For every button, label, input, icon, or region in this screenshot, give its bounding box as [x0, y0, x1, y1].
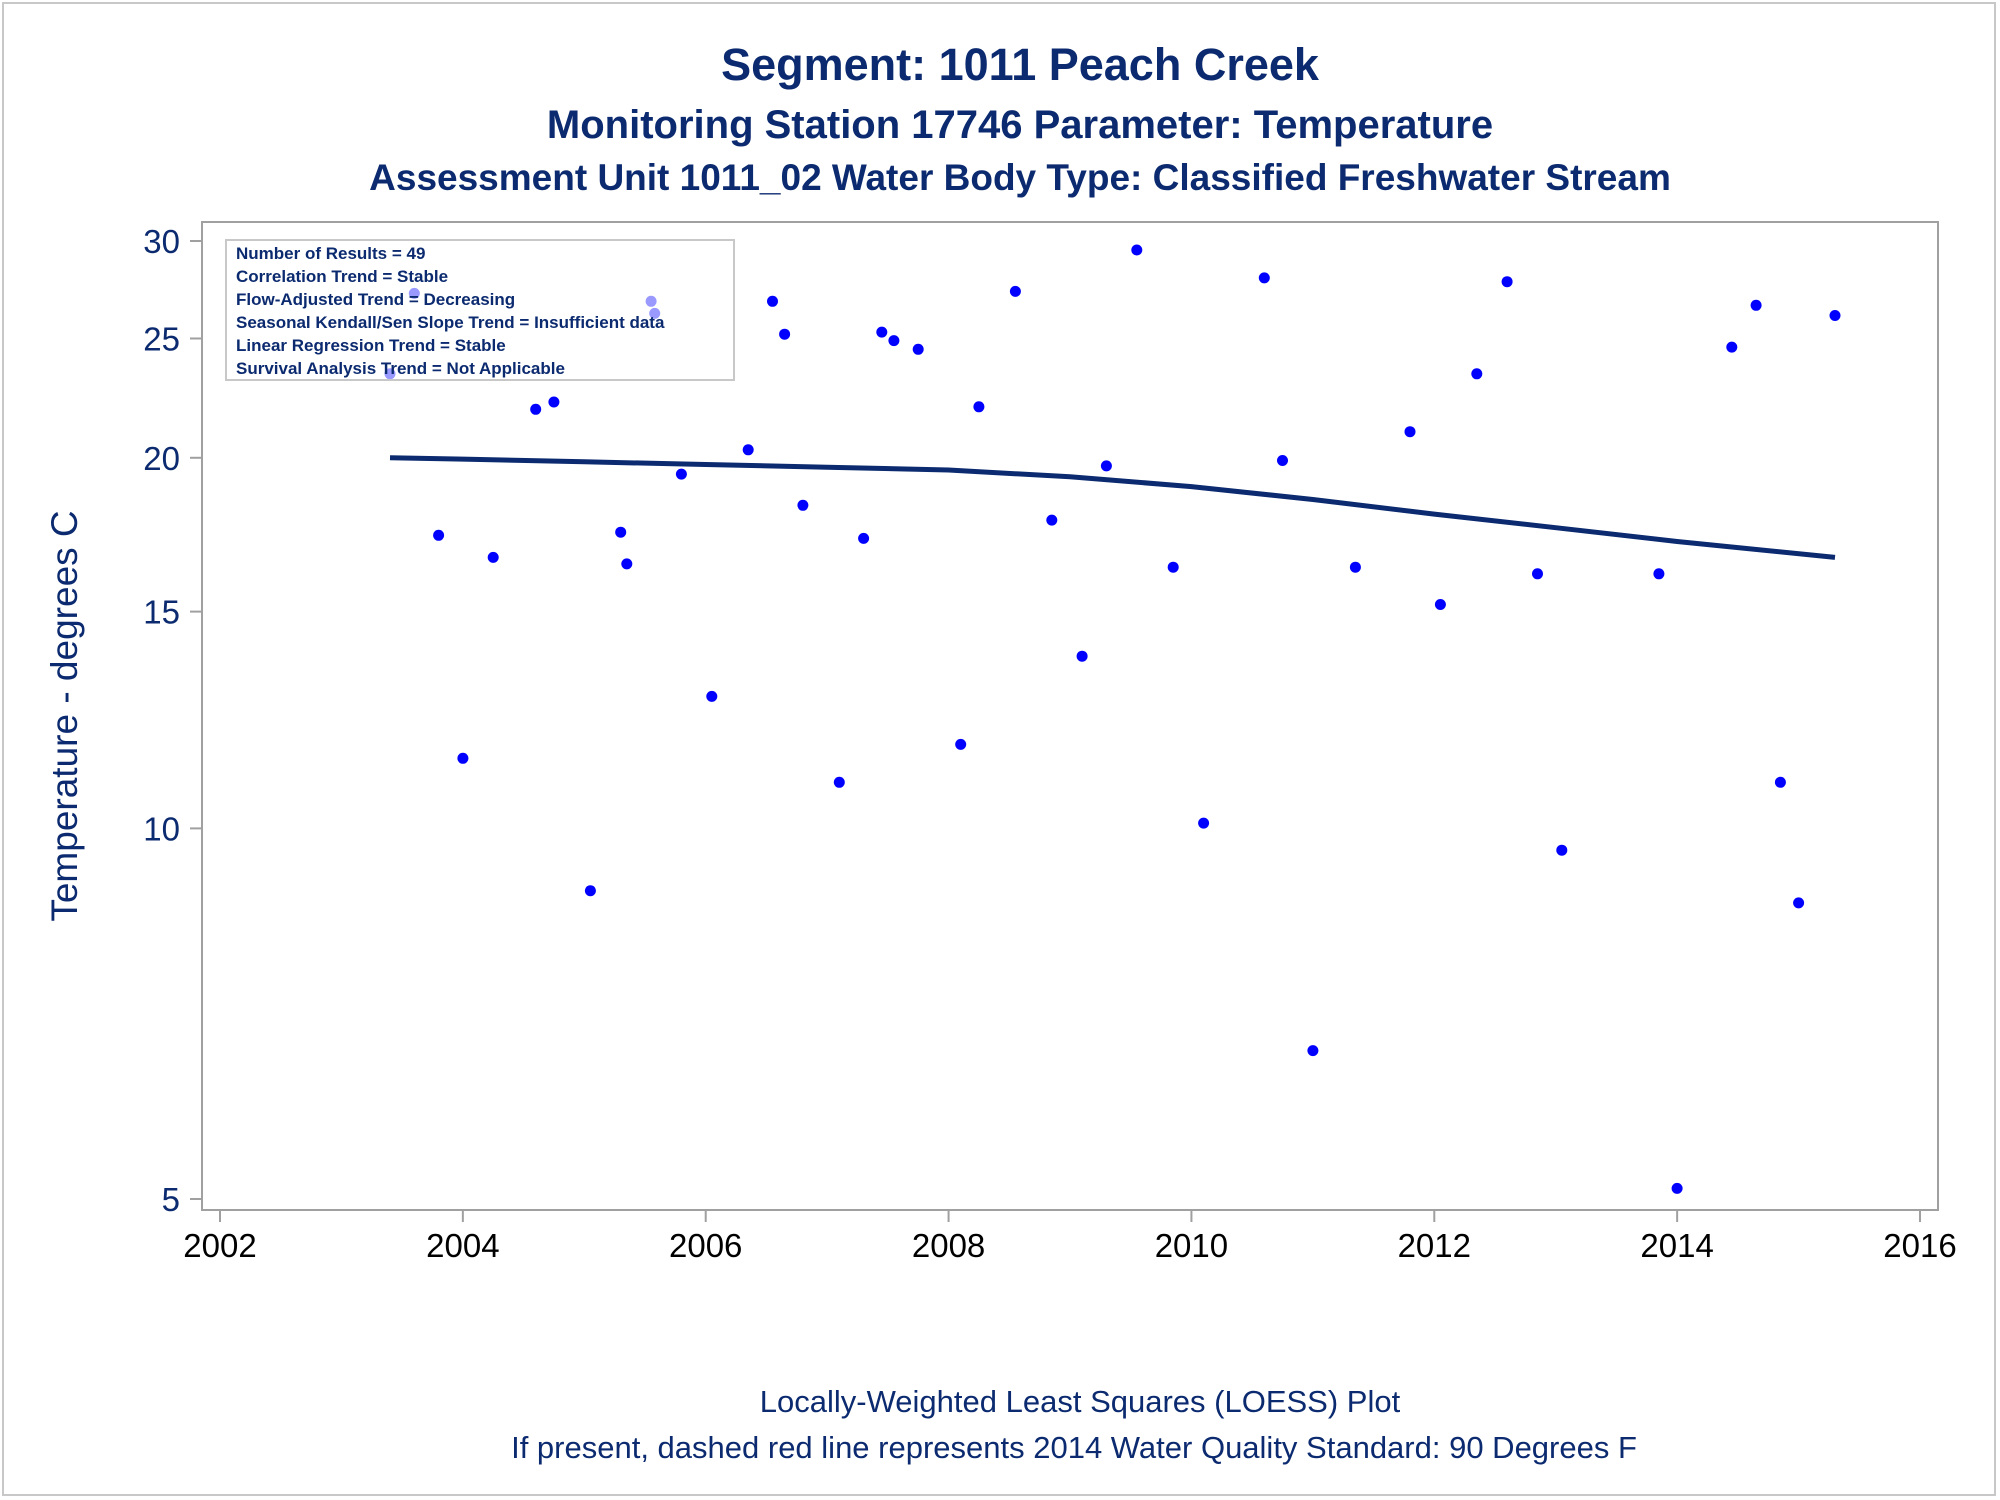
- data-point: [548, 396, 560, 408]
- y-tick-label: 10: [143, 810, 180, 847]
- data-point: [1434, 599, 1446, 610]
- data-point: [888, 335, 900, 347]
- chart-title: Segment: 1011 Peach Creek: [721, 39, 1320, 90]
- data-point: [833, 776, 845, 788]
- data-point: [433, 529, 445, 541]
- data-point: [767, 295, 778, 307]
- data-point: [1277, 455, 1288, 466]
- data-point: [1750, 299, 1762, 311]
- x-tick-label: 2008: [912, 1227, 985, 1264]
- data-point: [706, 690, 718, 702]
- x-tick-label: 2014: [1640, 1227, 1713, 1264]
- y-axis-label: Temperature - degrees C: [44, 510, 85, 921]
- data-point: [1167, 561, 1179, 573]
- data-point: [530, 403, 542, 415]
- data-point: [621, 558, 633, 570]
- y-tick-label: 25: [143, 320, 180, 357]
- x-tick-label: 2004: [426, 1227, 499, 1264]
- footnote-2: If present, dashed red line represents 2…: [511, 1430, 1637, 1465]
- footnote-1: Locally-Weighted Least Squares (LOESS) P…: [760, 1384, 1401, 1419]
- data-point: [1726, 341, 1738, 353]
- y-tick-label: 30: [143, 223, 180, 260]
- data-point: [742, 444, 754, 456]
- data-point: [1046, 514, 1058, 526]
- data-point: [1793, 897, 1805, 909]
- data-point: [584, 885, 596, 897]
- y-axis: 5 10 15 20 25 30: [143, 222, 203, 1218]
- scatter-series: [384, 244, 1841, 1194]
- data-point: [1471, 368, 1483, 380]
- data-point: [675, 468, 687, 480]
- data-point: [1100, 460, 1112, 472]
- statistics-inset: Number of Results = 49 Correlation Trend…: [225, 239, 735, 381]
- data-point: [797, 499, 809, 511]
- chart-subtitle: Monitoring Station 17746 Parameter: Temp…: [547, 103, 1493, 147]
- x-tick-label: 2016: [1883, 1227, 1956, 1264]
- data-point: [1076, 650, 1088, 662]
- loess-line: [389, 455, 1836, 560]
- data-point: [457, 752, 469, 764]
- data-point: [1501, 276, 1513, 288]
- inset-line-6: Survival Analysis Trend = Not Applicable: [236, 359, 565, 378]
- x-tick-label: 2010: [1155, 1227, 1228, 1264]
- data-point: [1653, 568, 1665, 580]
- data-point: [1009, 285, 1021, 297]
- x-tick-label: 2002: [183, 1227, 256, 1264]
- inset-line-5: Linear Regression Trend = Stable: [236, 336, 506, 355]
- data-point: [1532, 568, 1543, 580]
- inset-box: [225, 239, 735, 381]
- y-tick-label: 20: [143, 440, 180, 477]
- loess-series: [389, 455, 1836, 560]
- x-tick-label: 2012: [1398, 1227, 1471, 1264]
- y-tick-label: 15: [143, 594, 180, 631]
- inset-line-4: Seasonal Kendall/Sen Slope Trend = Insuf…: [236, 313, 665, 332]
- data-point: [1404, 426, 1416, 438]
- data-point: [487, 551, 499, 563]
- data-point: [876, 326, 888, 338]
- data-point: [1258, 272, 1270, 284]
- data-point: [955, 738, 967, 750]
- data-point: [779, 328, 791, 340]
- data-point: [1556, 844, 1568, 856]
- data-point: [1349, 561, 1361, 573]
- chart-subtitle-2: Assessment Unit 1011_02 Water Body Type:…: [369, 157, 1671, 198]
- data-point: [615, 526, 627, 538]
- inset-line-2: Correlation Trend = Stable: [236, 267, 448, 286]
- x-tick-label: 2006: [669, 1227, 742, 1264]
- data-point: [1774, 776, 1786, 788]
- data-point: [1307, 1045, 1319, 1057]
- data-point: [1131, 244, 1143, 256]
- data-point: [912, 343, 924, 355]
- x-axis: 2002 2004 2006 2008 2010 2012 2014 2016: [183, 1209, 1957, 1264]
- y-tick-label: 5: [162, 1181, 180, 1218]
- data-point: [1671, 1182, 1683, 1194]
- inset-line-1: Number of Results = 49: [236, 244, 425, 263]
- data-point: [973, 401, 985, 413]
- data-point: [858, 532, 870, 544]
- data-point: [1829, 310, 1841, 321]
- inset-line-3: Flow-Adjusted Trend = Decreasing: [236, 290, 515, 309]
- data-point: [1198, 817, 1210, 829]
